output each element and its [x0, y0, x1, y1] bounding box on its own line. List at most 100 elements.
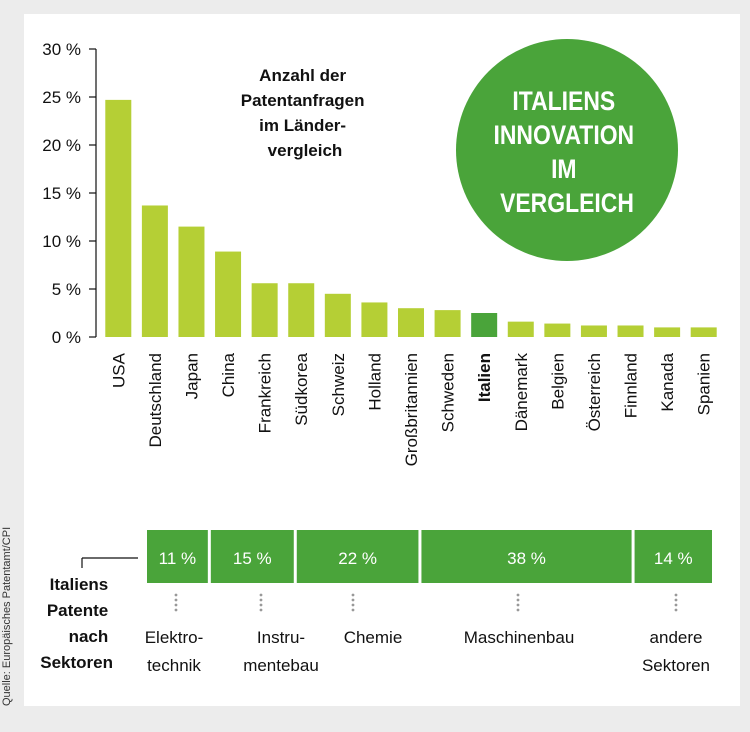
x-tick-label: Dänemark — [512, 353, 531, 432]
badge-line: ITALIENS — [512, 86, 615, 116]
bar-japan — [178, 226, 205, 337]
sector-segment — [296, 530, 419, 583]
sector-dot — [351, 608, 355, 612]
sector-dot — [259, 598, 263, 602]
bar-deutschland — [141, 205, 168, 337]
x-tick-label: Frankreich — [256, 353, 275, 433]
sector-dot — [674, 593, 678, 597]
bar-usa — [105, 99, 132, 337]
y-axis: 0 % 5 % 10 % 15 % 20 % 25 % 30 % — [42, 40, 97, 347]
x-tick-label: Italien — [475, 353, 494, 402]
sector-name-line: Maschinenbau — [464, 628, 575, 647]
sector-segment — [634, 530, 712, 583]
bar-italien — [471, 313, 498, 337]
sector-dot — [259, 603, 263, 607]
sector-names: Elektro-technik Instru-mentebau Chemie Masc… — [145, 593, 710, 675]
sector-dot — [174, 603, 178, 607]
sector-dot — [351, 593, 355, 597]
sector-segment — [421, 530, 632, 583]
sector-title: Italiens Patente nach Sektoren — [40, 575, 113, 672]
sector-dot — [674, 598, 678, 602]
bar-schweiz — [324, 293, 351, 337]
sector-dot — [351, 603, 355, 607]
bar-südkorea — [288, 283, 315, 337]
badge-line: VERGLEICH — [500, 188, 634, 218]
sector-title-line: Italiens — [50, 575, 109, 594]
sector-dot — [174, 598, 178, 602]
x-labels-group: USA Deutschland Japan China Frankreich Südkor… — [109, 352, 713, 466]
x-tick-label: Schweden — [439, 353, 458, 432]
sector-dot — [351, 598, 355, 602]
y-tick-label: 25 % — [42, 88, 81, 107]
sector-name-line: technik — [147, 656, 201, 675]
y-tick-label: 10 % — [42, 232, 81, 251]
bar-österreich — [580, 325, 607, 337]
y-tick-label: 0 % — [52, 328, 81, 347]
bar-holland — [361, 302, 388, 337]
x-tick-label: Finnland — [622, 353, 641, 418]
source-note: Quelle: Europäisches Patentamt/CPI — [1, 527, 13, 706]
sector-name-line: Sektoren — [642, 656, 710, 675]
sector-name: Elektro-technik — [145, 628, 204, 675]
chart-title-line: Anzahl der — [259, 66, 346, 85]
x-tick-label: China — [219, 352, 238, 397]
sector-name-line: andere — [650, 628, 703, 647]
badge-text: ITALIENS INNOVATION IM VERGLEICH — [493, 86, 640, 218]
x-tick-label: Belgien — [548, 353, 567, 410]
x-tick-label: Spanien — [695, 353, 714, 415]
x-tick-label: Kanada — [658, 352, 677, 411]
bar-großbritannien — [398, 308, 424, 337]
sector-value-label: 38 % — [507, 549, 546, 568]
bar-spanien — [690, 327, 717, 337]
x-tick-label: Holland — [365, 353, 384, 411]
sector-value-label: 22 % — [338, 549, 377, 568]
sector-dot — [516, 603, 520, 607]
sector-dot — [259, 608, 263, 612]
sector-segment — [147, 530, 208, 583]
sector-dot — [516, 598, 520, 602]
chart-title-line: vergleich — [268, 141, 343, 160]
sector-dot — [174, 608, 178, 612]
bars-group — [105, 99, 717, 337]
badge-circle — [456, 39, 678, 261]
sector-dot — [674, 603, 678, 607]
bar-china — [215, 251, 242, 337]
bar-belgien — [544, 323, 571, 337]
sector-title-line: nach — [69, 627, 109, 646]
sector-dot — [516, 608, 520, 612]
bar-kanada — [654, 327, 681, 337]
sector-name-line: mentebau — [243, 656, 319, 675]
badge-line: INNOVATION — [493, 120, 634, 150]
sector-name-line: Chemie — [344, 628, 403, 647]
sector-dot — [174, 593, 178, 597]
sector-segment — [210, 530, 294, 583]
sector-value-label: 11 % — [159, 549, 197, 568]
x-tick-label: Südkorea — [292, 352, 311, 425]
sector-dot — [259, 593, 263, 597]
x-tick-label: Japan — [182, 353, 201, 399]
sector-name: andere Sektoren — [642, 628, 710, 675]
sector-value-label: 14 % — [654, 549, 693, 568]
bar-dänemark — [507, 321, 534, 337]
sector-name-line: Elektro- — [145, 628, 204, 647]
sector-name-line: Instru- — [257, 628, 305, 647]
y-tick-label: 30 % — [42, 40, 81, 59]
y-tick-label: 20 % — [42, 136, 81, 155]
sector-bar: 11 % 15 % 22 % 38 % 14 % — [147, 530, 712, 583]
x-tick-label: Schweiz — [329, 353, 348, 416]
sector-name: Instru-mentebau — [243, 628, 319, 675]
x-tick-label: Deutschland — [146, 353, 165, 448]
chart-title-line: Patentanfragen — [241, 91, 365, 110]
y-tick-label: 15 % — [42, 184, 81, 203]
sector-value-label: 15 % — [233, 549, 272, 568]
sector-dot — [516, 593, 520, 597]
bar-schweden — [434, 310, 461, 337]
y-tick-label: 5 % — [52, 280, 81, 299]
chart-title-line: im Länder- — [259, 116, 346, 135]
bar-finnland — [617, 325, 644, 337]
sector-title-line: Sektoren — [40, 653, 113, 672]
sector-name: Chemie — [344, 628, 403, 647]
chart-title: Anzahl der Patentanfragen im Länder- ver… — [241, 66, 369, 160]
x-tick-label: USA — [109, 352, 128, 388]
